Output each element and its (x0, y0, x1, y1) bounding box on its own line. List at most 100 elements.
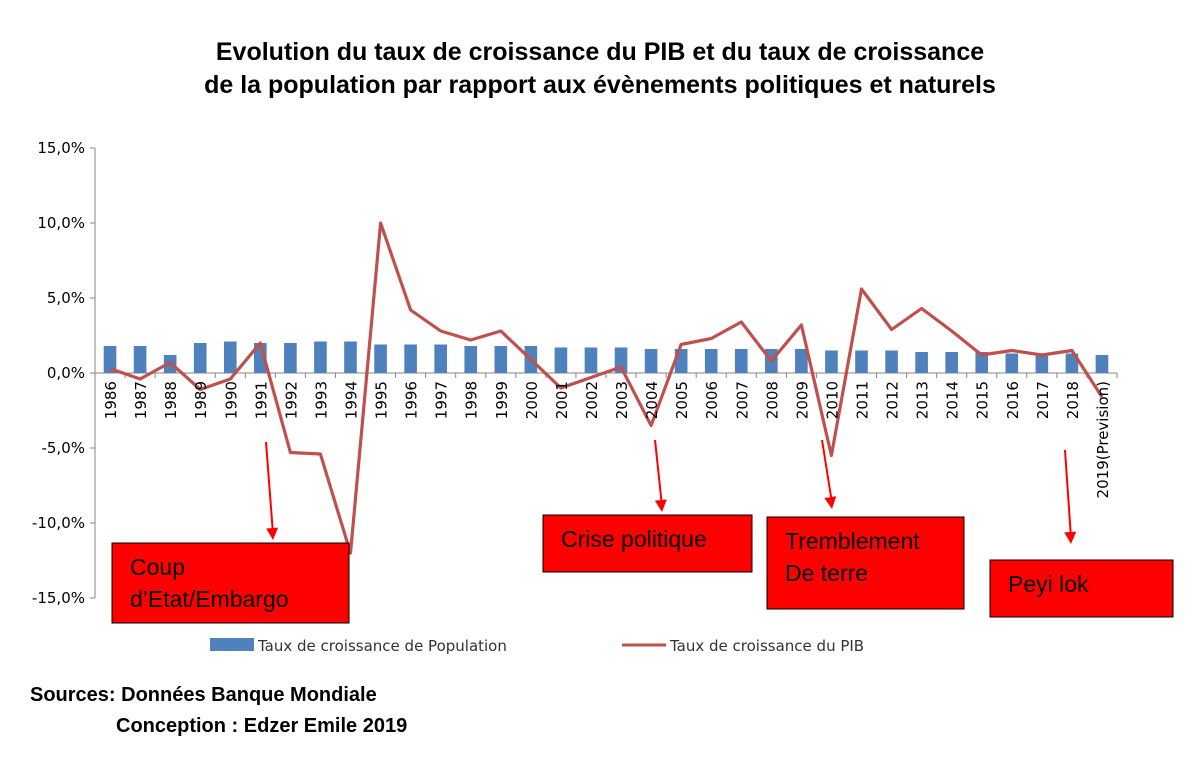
bar (1065, 353, 1079, 373)
x-tick-label: 2016 (1004, 381, 1022, 419)
x-tick-label: 1998 (463, 381, 481, 419)
bar (193, 343, 207, 373)
y-tick-label: -10,0% (32, 514, 85, 532)
x-tick-label: 2012 (884, 381, 902, 419)
bar (915, 352, 928, 373)
x-tick-label: 1996 (403, 381, 421, 419)
annotation-text: Peyi lok (1008, 571, 1089, 597)
bar (1035, 353, 1049, 373)
footer-conception: Conception : Edzer Emile 2019 (116, 715, 407, 737)
bar (644, 349, 658, 373)
gdp-line (109, 221, 1104, 555)
annotation-arrowhead (654, 499, 667, 512)
annotation-arrowhead (266, 527, 279, 540)
x-tick-label: 1989 (192, 381, 210, 419)
chart-title-line-1: Evolution du taux de croissance du PIB e… (216, 38, 984, 66)
y-tick-labels: 15,0% 10,0% 5,0% 0,0% -5,0% -10,0% -15,0% (32, 139, 85, 607)
chart-title-line-2: de la population par rapport aux évèneme… (204, 71, 996, 99)
legend-swatch-population (210, 638, 254, 651)
bar (404, 344, 417, 373)
annotation-text: d’Etat/Embargo (130, 586, 289, 612)
annotation-arrow (265, 441, 274, 535)
bar (945, 352, 958, 373)
x-tick-label: 2010 (823, 381, 841, 419)
x-tick-label: 1997 (433, 381, 451, 419)
annotation-text: Crise politique (561, 526, 707, 552)
x-tick-label: 2001 (553, 381, 571, 419)
x-tick-label: 1987 (132, 381, 150, 419)
bar (1005, 353, 1019, 373)
legend: Taux de croissance de Population Taux de… (210, 637, 864, 655)
bar (734, 349, 748, 373)
bar (344, 341, 357, 373)
legend-label-gdp: Taux de croissance du PIB (669, 637, 864, 655)
bar (464, 346, 478, 373)
x-tick-label: 2018 (1064, 381, 1082, 419)
x-tick-label: 2000 (523, 381, 541, 419)
x-tick-label: 2017 (1034, 381, 1052, 419)
bar (434, 344, 447, 373)
x-tick-label: 2003 (613, 381, 631, 419)
x-tick-label: 1999 (493, 381, 511, 419)
annotation-arrow (654, 439, 663, 507)
x-tick-label: 1995 (373, 381, 391, 419)
x-tick-label: 2014 (944, 381, 962, 419)
y-tick-label: 10,0% (37, 214, 85, 232)
x-tick-label: 1994 (343, 381, 361, 419)
x-tick-label: 2011 (854, 381, 872, 419)
x-tick-label: 1992 (282, 381, 300, 419)
population-bars (103, 341, 1109, 373)
bar (103, 346, 117, 373)
x-tick-labels: 1986 1987 1988 1989 1990 1991 1992 1993 1994 1995… (102, 381, 1112, 498)
x-tick-label: 1990 (222, 381, 240, 419)
x-tick-label: 1988 (162, 381, 180, 419)
bar (133, 346, 147, 373)
bar (554, 347, 568, 373)
bar (284, 343, 297, 373)
annotation-text: Tremblement (785, 528, 920, 554)
gdp-series-line (109, 221, 1104, 555)
y-tick-label: -15,0% (32, 589, 85, 607)
annotations: Coup d’Etat/Embargo Crise politique Tremble… (111, 439, 1174, 624)
x-tick-label: 2013 (914, 381, 932, 419)
y-tick-label: 0,0% (47, 364, 85, 382)
bar (223, 341, 237, 373)
annotation-box (111, 542, 350, 624)
x-tick-label: 1986 (102, 381, 120, 419)
annotation-arrowhead (824, 496, 837, 509)
bar (975, 352, 989, 373)
bar (855, 350, 868, 373)
annotation-box (542, 514, 753, 573)
x-tick-label: 2019(Prevision) (1094, 381, 1112, 498)
bar (584, 347, 598, 373)
bar (885, 350, 898, 373)
x-tick-label: 2006 (703, 381, 721, 419)
legend-label-population: Taux de croissance de Population (257, 637, 507, 655)
bar (795, 349, 808, 373)
annotation-arrow (1064, 449, 1072, 539)
annotation-box (989, 559, 1174, 618)
x-tick-label: 2007 (733, 381, 751, 419)
x-tick-label: 2002 (583, 381, 601, 419)
annotation-arrow (821, 439, 833, 504)
annotation-text: Coup (130, 554, 185, 580)
x-tick-label: 2015 (974, 381, 992, 419)
y-tick-label: 15,0% (37, 139, 85, 157)
bar (314, 341, 327, 373)
annotation-box (766, 516, 965, 610)
x-tick-label: 1993 (312, 381, 330, 419)
x-tick-label: 2009 (793, 381, 811, 419)
x-tick-label: 1991 (252, 381, 270, 419)
footer-sources: Sources: Données Banque Mondiale (30, 684, 377, 706)
x-tick-label: 2008 (763, 381, 781, 419)
y-tick-label: 5,0% (47, 289, 85, 307)
annotation-text: De terre (785, 560, 868, 586)
y-tick-label: -5,0% (41, 439, 85, 457)
bar (825, 350, 838, 373)
x-tick-label: 2005 (673, 381, 691, 419)
bar (374, 344, 387, 373)
bar (494, 346, 508, 373)
x-tick-label: 2004 (643, 381, 661, 419)
bar (1095, 355, 1109, 373)
